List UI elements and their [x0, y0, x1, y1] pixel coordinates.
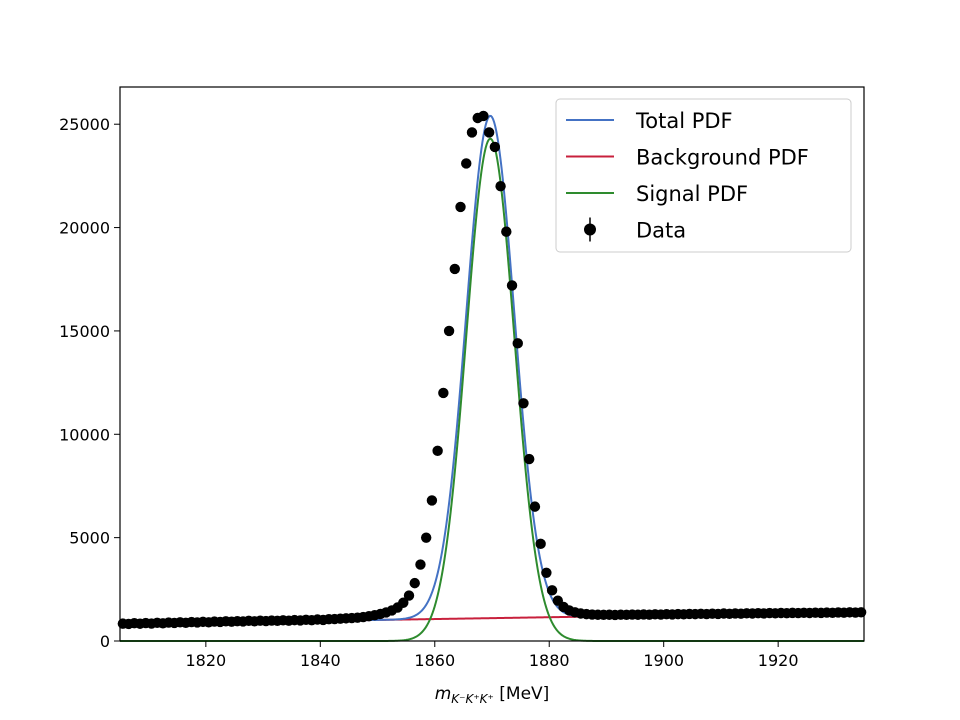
legend: Total PDF Background PDF Signal PDF Data [555, 98, 852, 253]
y-tick-label: 5000 [69, 529, 110, 548]
data-point [546, 585, 558, 596]
data-point [461, 158, 472, 169]
data-point [432, 445, 443, 457]
y-tick-label: 20000 [59, 219, 110, 238]
data-point [443, 325, 455, 337]
data-point [403, 590, 415, 601]
x-axis-label-variable: m [435, 684, 452, 704]
data-point [426, 495, 438, 506]
x-tick-label: 1820 [185, 651, 226, 670]
data-point [455, 201, 466, 213]
data-point [409, 577, 420, 589]
data-point [415, 559, 426, 570]
data-point [466, 127, 478, 138]
data-point [438, 387, 449, 399]
data-point [524, 453, 535, 465]
data-point [506, 280, 518, 291]
y-tick-label: 0 [100, 632, 110, 651]
data-point [535, 538, 546, 550]
data-point [501, 226, 512, 237]
data-point [518, 398, 529, 409]
data-point [449, 263, 460, 275]
x-tick-label: 1880 [529, 651, 570, 670]
x-axis-label-subscript: K⁻K⁺K⁺ [451, 692, 494, 706]
x-tick-label: 1920 [758, 651, 799, 670]
legend-point-swatch [584, 223, 596, 236]
legend-label: Total PDF [635, 109, 733, 133]
y-tick-label: 25000 [59, 115, 110, 134]
x-axis-ticks: 1820 1840 1860 1880 1900 1920 [185, 641, 799, 670]
data-point [478, 110, 489, 122]
plot-frame [119, 86, 865, 642]
x-tick-label: 1900 [643, 651, 684, 670]
legend-box [555, 98, 852, 253]
y-tick-label: 15000 [59, 322, 110, 341]
y-axis-ticks: 0 5000 10000 15000 20000 25000 [59, 115, 120, 651]
legend-label: Background PDF [636, 146, 809, 170]
data-points [117, 110, 867, 630]
legend-label: Signal PDF [636, 182, 748, 206]
x-axis-label-unit: [MeV] [499, 684, 549, 704]
y-tick-label: 10000 [59, 425, 110, 444]
x-tick-label: 1840 [300, 651, 341, 670]
x-axis-label: mK⁻K⁺K⁺ [MeV] [435, 684, 550, 706]
data-point [420, 532, 432, 543]
data-point [398, 597, 409, 608]
data-point [512, 338, 523, 349]
data-point [489, 141, 501, 153]
data-point [495, 181, 506, 192]
data-point [483, 127, 495, 138]
legend-label: Data [636, 219, 686, 243]
x-tick-label: 1860 [414, 651, 455, 670]
data-point [541, 567, 552, 578]
data-point [529, 501, 541, 512]
data-point [855, 607, 867, 618]
